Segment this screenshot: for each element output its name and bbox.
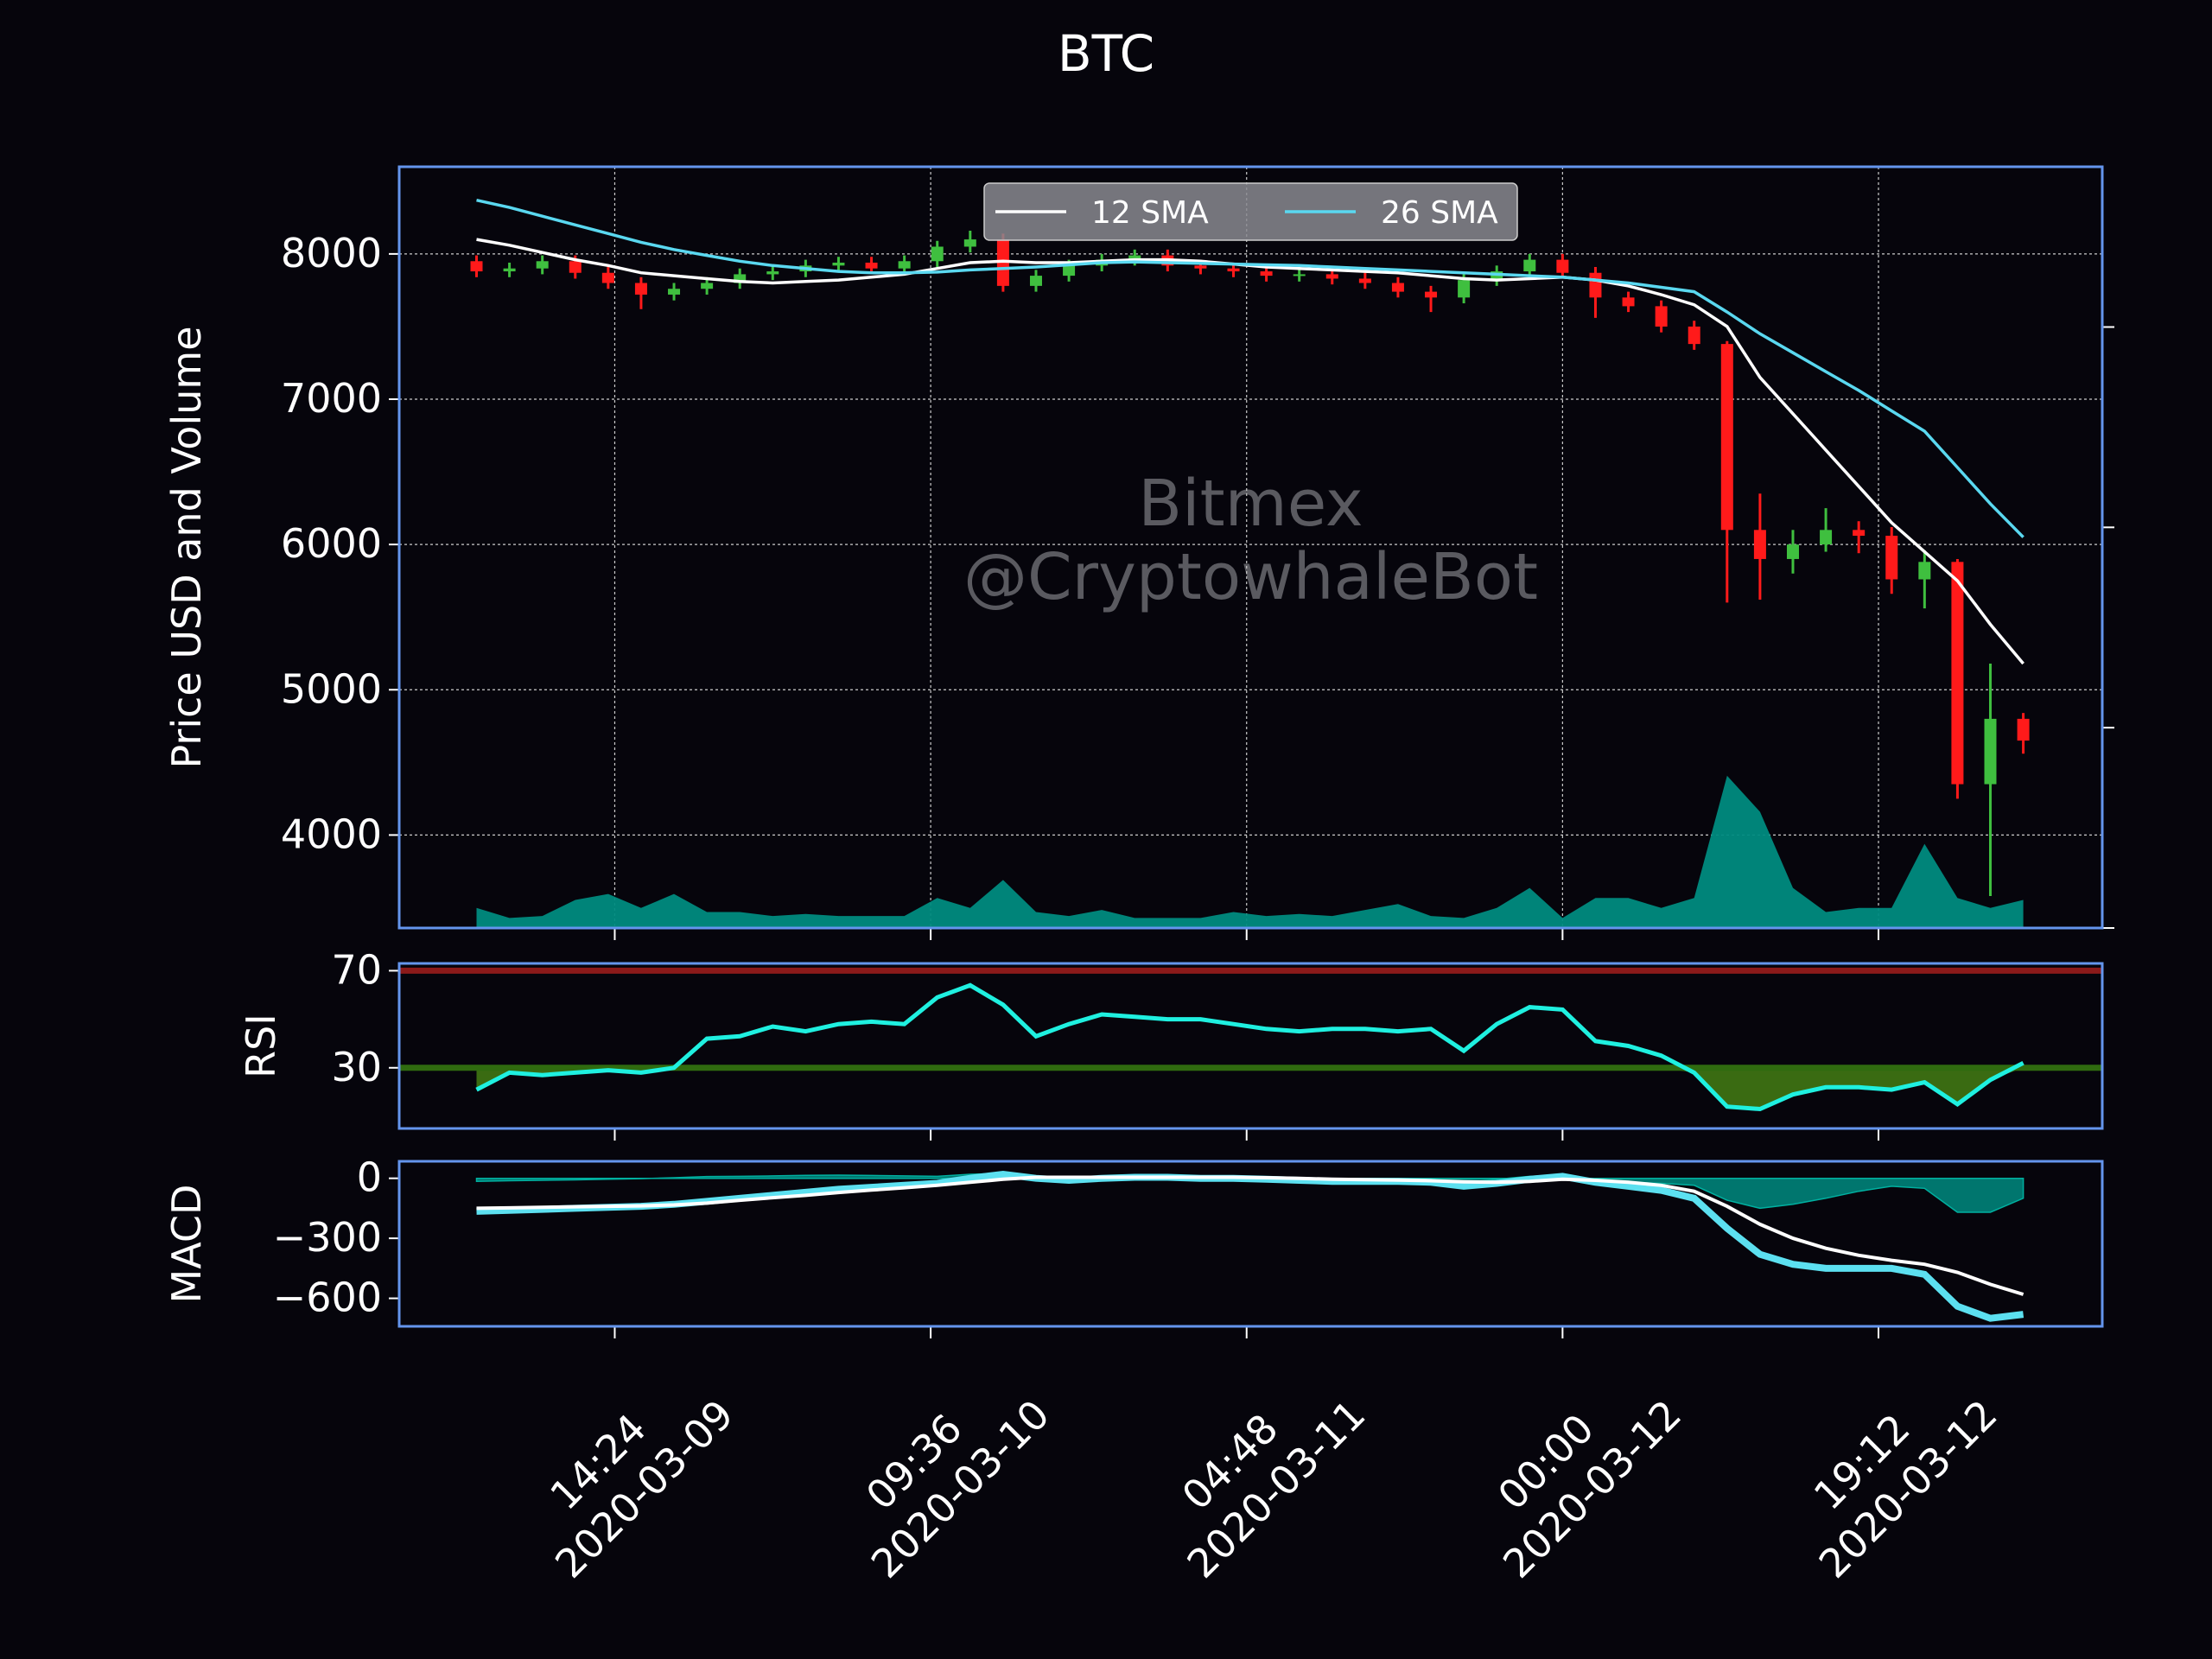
candle-body bbox=[1720, 344, 1733, 531]
axes-frame bbox=[397, 962, 2104, 1130]
y-axis-label: Price USD and Volume bbox=[163, 327, 210, 769]
legend-box bbox=[983, 182, 1518, 241]
candle-body bbox=[1063, 265, 1076, 276]
candle-body bbox=[963, 239, 976, 247]
watermark: Bitmex bbox=[1138, 467, 1363, 541]
y-tick-label: 6000 bbox=[281, 520, 382, 567]
candle-body bbox=[470, 261, 483, 272]
candle-body bbox=[536, 261, 549, 269]
axes-frame bbox=[397, 1160, 2104, 1328]
candle-body bbox=[601, 272, 614, 283]
candle-body bbox=[1622, 297, 1635, 307]
candle-body bbox=[1853, 530, 1866, 537]
macd-line bbox=[476, 1175, 2024, 1296]
candle-body bbox=[1128, 255, 1141, 260]
candle-body bbox=[1589, 272, 1602, 298]
y-tick-label: 30 bbox=[331, 1044, 382, 1090]
y-tick-label: 8000 bbox=[281, 230, 382, 276]
candle-body bbox=[1885, 536, 1898, 580]
y-tick-label: 70 bbox=[331, 946, 382, 993]
candle-body bbox=[1293, 274, 1306, 276]
candle-body bbox=[2017, 718, 2030, 741]
candle-body bbox=[1523, 259, 1536, 272]
candle-body bbox=[1753, 530, 1766, 559]
y-tick-label: 0 bbox=[357, 1154, 382, 1201]
candle-body bbox=[766, 271, 779, 275]
candle-body bbox=[701, 283, 714, 289]
candle-body bbox=[1984, 718, 1997, 785]
legend-label: 26 SMA bbox=[1381, 195, 1498, 231]
candle-body bbox=[1260, 271, 1273, 276]
y-tick-label: 7000 bbox=[281, 375, 382, 422]
candle-body bbox=[1227, 268, 1240, 272]
candle-body bbox=[1556, 259, 1569, 273]
watermark: @CryptowhaleBot bbox=[963, 540, 1538, 614]
y-axis-label: RSI bbox=[238, 1014, 284, 1078]
rsi-line bbox=[475, 982, 2024, 1112]
legend-label: 12 SMA bbox=[1091, 195, 1209, 231]
axes-frame bbox=[397, 165, 2104, 930]
chart-title: BTC bbox=[1058, 24, 1154, 83]
candle-body bbox=[931, 246, 944, 262]
candle-body bbox=[865, 262, 878, 269]
candle-body bbox=[1029, 276, 1042, 286]
y-tick-label: −300 bbox=[273, 1214, 382, 1261]
candle-body bbox=[1655, 306, 1668, 327]
candle-body bbox=[1951, 562, 1964, 785]
volume-area bbox=[476, 775, 2024, 928]
candle-body bbox=[569, 261, 582, 273]
candle-body bbox=[898, 261, 911, 269]
candle-body bbox=[832, 262, 845, 266]
candle-body bbox=[1391, 283, 1404, 292]
y-tick-label: −600 bbox=[273, 1274, 382, 1321]
candle-body bbox=[1786, 544, 1799, 559]
candle-body bbox=[1425, 291, 1438, 298]
y-tick-label: 5000 bbox=[281, 665, 382, 712]
candle-body bbox=[734, 274, 747, 283]
candle-body bbox=[1688, 326, 1700, 345]
candle-body bbox=[1820, 530, 1833, 545]
candle-body bbox=[668, 289, 681, 295]
candle-body bbox=[634, 283, 647, 295]
candle-body bbox=[1325, 274, 1338, 279]
candle-body bbox=[1458, 280, 1471, 298]
candle-body bbox=[503, 268, 516, 272]
candle-body bbox=[1358, 278, 1371, 283]
y-axis-label: MACD bbox=[163, 1185, 210, 1304]
candle-body bbox=[1194, 265, 1207, 269]
sma-line bbox=[476, 198, 2024, 538]
candle-body bbox=[1918, 562, 1931, 580]
y-tick-label: 4000 bbox=[281, 810, 382, 857]
